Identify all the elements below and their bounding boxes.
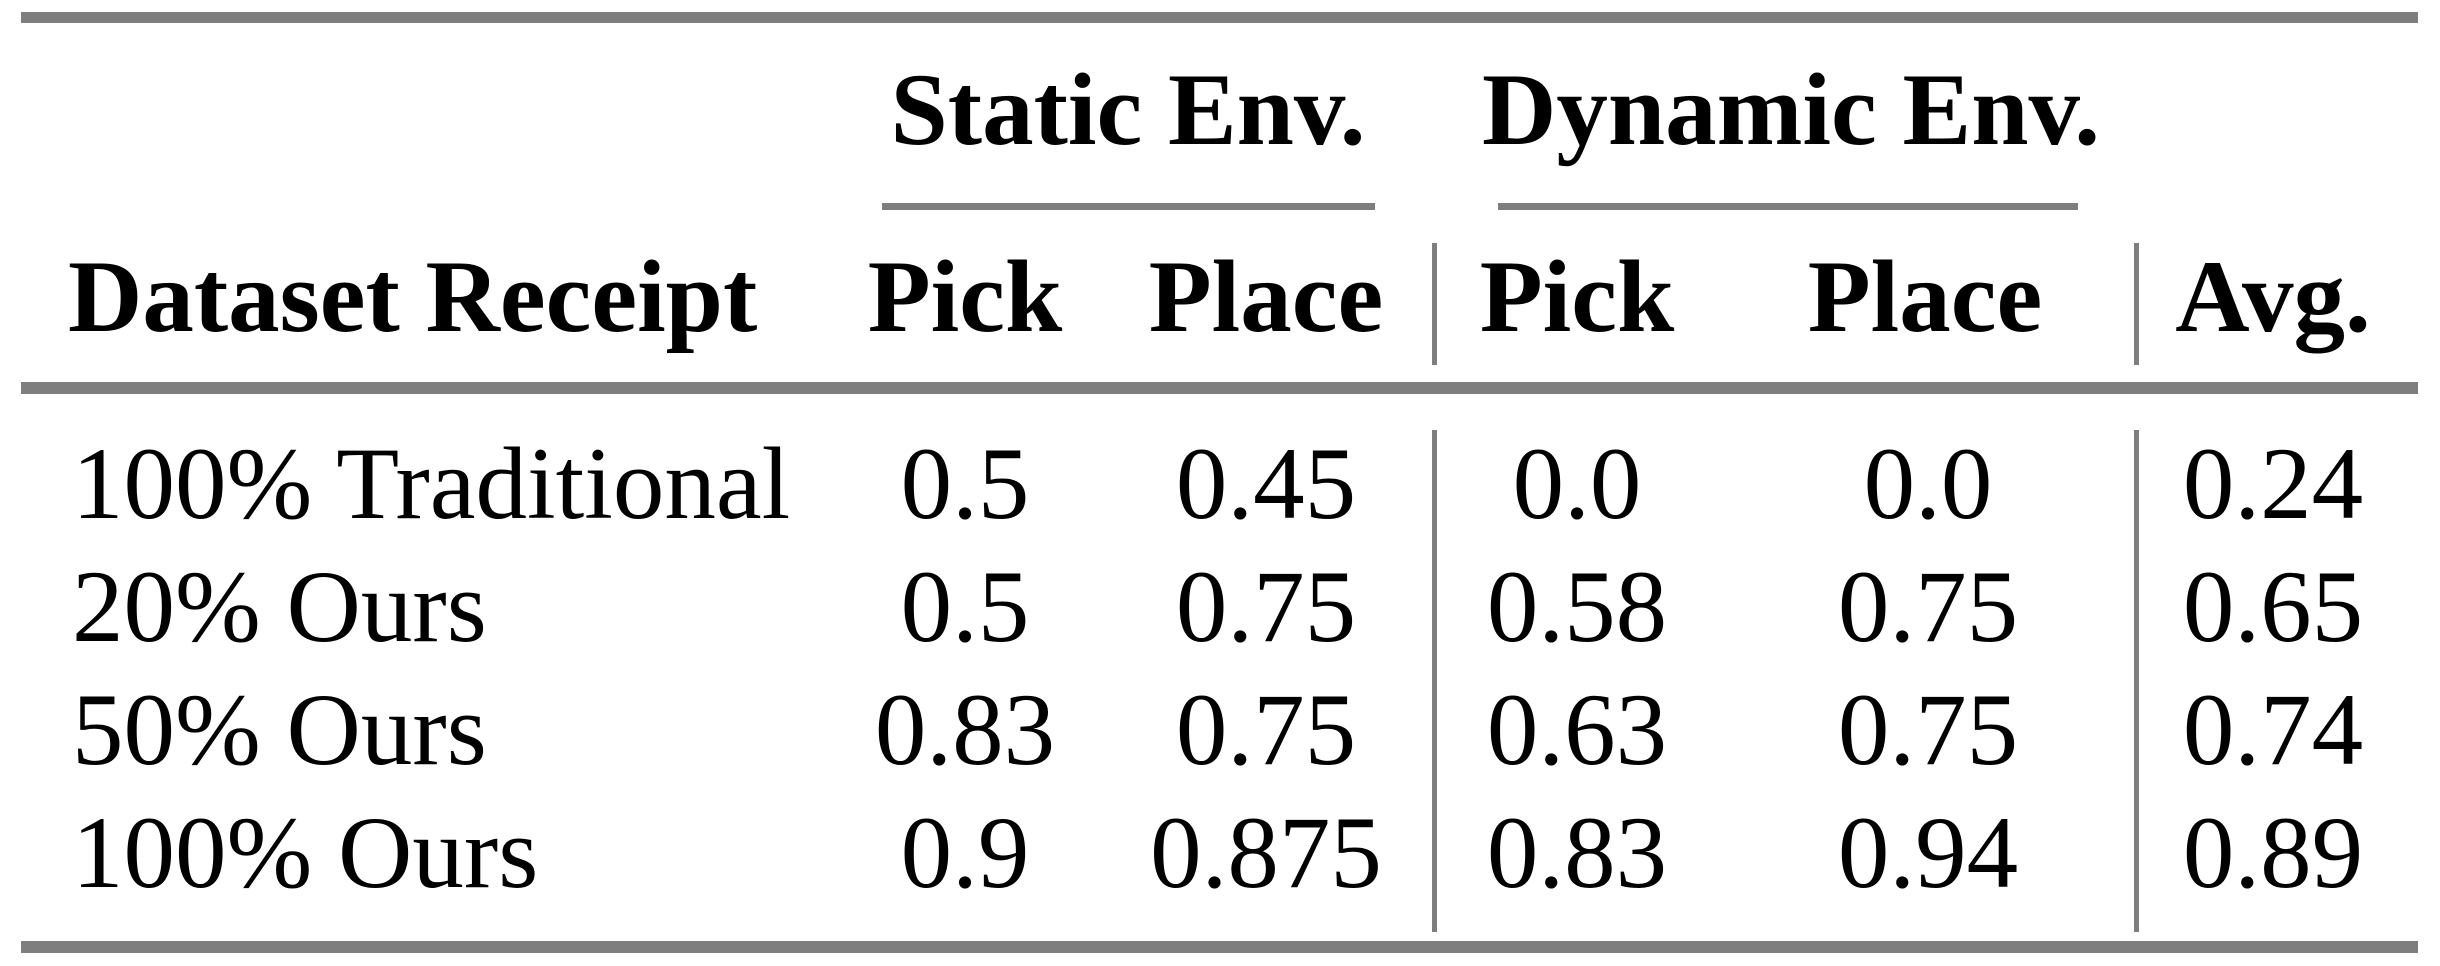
cell-dynamic-pick: 0.58 — [1486, 550, 1668, 664]
col-header-static-place: Place — [1148, 240, 1384, 354]
cell-dynamic-pick: 0.63 — [1486, 673, 1668, 787]
col-header-dynamic-place: Place — [1807, 240, 2043, 354]
vrule-static-dynamic-lower — [1432, 430, 1437, 932]
cell-static-place: 0.75 — [1175, 673, 1357, 787]
cell-static-pick: 0.5 — [900, 550, 1030, 664]
cell-dynamic-place: 0.94 — [1837, 796, 2019, 910]
cell-static-place: 0.45 — [1175, 427, 1357, 541]
cell-avg: 0.74 — [2182, 673, 2364, 787]
col-header-dataset-receipt: Dataset Receipt — [68, 240, 758, 354]
cell-dynamic-place: 0.0 — [1863, 427, 1993, 541]
bottom-rule — [21, 941, 2418, 953]
cell-dynamic-pick: 0.0 — [1512, 427, 1642, 541]
vrule-avg-upper — [2134, 243, 2139, 365]
col-header-static-pick: Pick — [867, 240, 1063, 354]
cell-static-place: 0.75 — [1175, 550, 1357, 664]
group-header-static-env: Static Env. — [890, 53, 1366, 167]
cell-avg: 0.89 — [2182, 796, 2364, 910]
cell-avg: 0.65 — [2182, 550, 2364, 664]
cell-avg: 0.24 — [2182, 427, 2364, 541]
vrule-avg-lower — [2134, 430, 2139, 932]
dynamic-env-cmidrule — [1498, 203, 2078, 210]
col-header-dynamic-pick: Pick — [1479, 240, 1675, 354]
row-label: 100% Traditional — [72, 427, 791, 541]
group-header-dynamic-env: Dynamic Env. — [1481, 53, 2101, 167]
cell-static-pick: 0.5 — [900, 427, 1030, 541]
vrule-static-dynamic-upper — [1432, 243, 1437, 365]
cell-dynamic-place: 0.75 — [1837, 673, 2019, 787]
row-label: 20% Ours — [72, 550, 487, 664]
cell-static-pick: 0.9 — [900, 796, 1030, 910]
col-header-avg: Avg. — [2175, 240, 2371, 354]
top-rule — [21, 12, 2418, 23]
cell-dynamic-place: 0.75 — [1837, 550, 2019, 664]
cell-static-pick: 0.83 — [874, 673, 1056, 787]
row-label: 50% Ours — [72, 673, 487, 787]
cell-dynamic-pick: 0.83 — [1486, 796, 1668, 910]
cell-static-place: 0.875 — [1150, 796, 1382, 910]
row-label: 100% Ours — [72, 796, 539, 910]
static-env-cmidrule — [882, 203, 1375, 210]
mid-rule — [21, 382, 2418, 394]
